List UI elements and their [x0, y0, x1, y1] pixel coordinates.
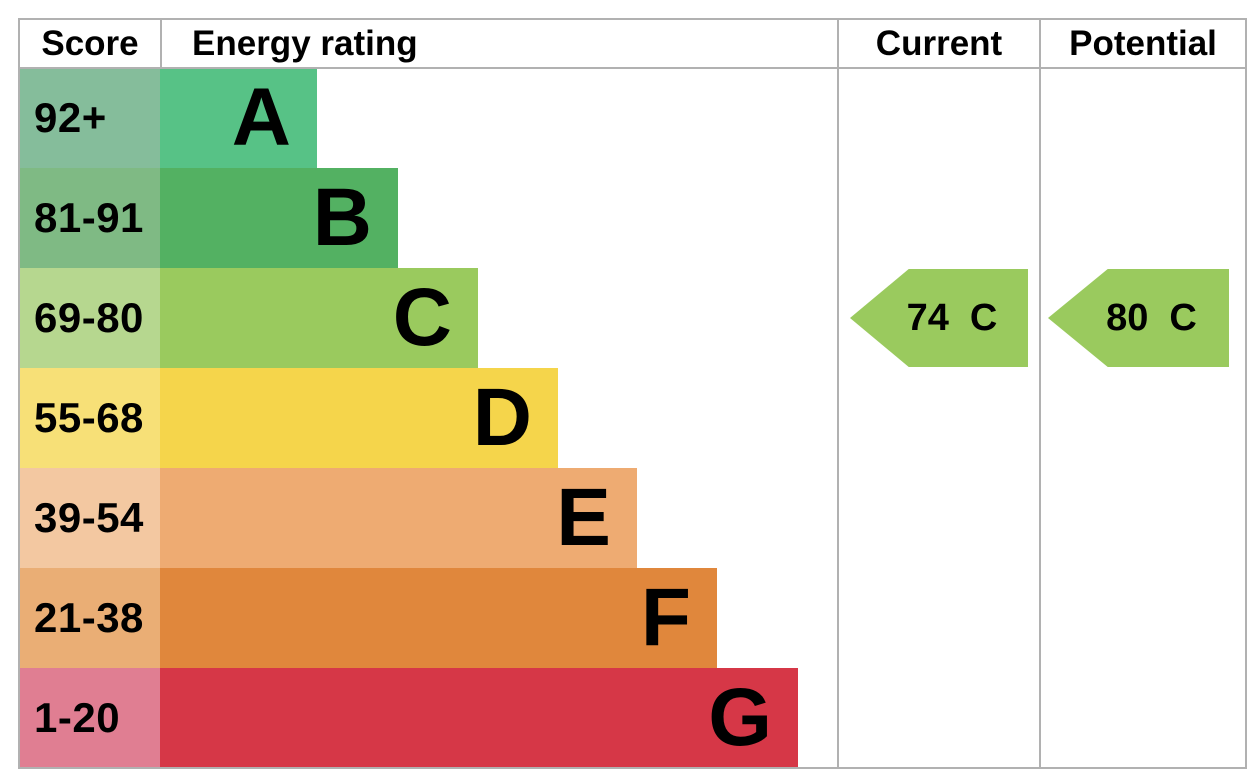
band-score-cell: 39-54: [20, 468, 160, 568]
band-letter: A: [231, 72, 291, 163]
potential-column-header: Potential: [1069, 23, 1217, 63]
band-score-range: 69-80: [34, 294, 144, 341]
table-border-top: [18, 18, 1247, 20]
band-bar: F: [160, 568, 717, 668]
band-bar: E: [160, 468, 637, 568]
table-border-left: [18, 18, 20, 769]
band-bar: C: [160, 268, 478, 368]
potential-rating-band: C: [1169, 297, 1197, 339]
band-row: 39-54 E: [20, 468, 1020, 568]
current-column-header: Current: [875, 23, 1003, 63]
band-letter: E: [556, 472, 611, 563]
energy-rating-column-header: Energy rating: [192, 23, 418, 63]
potential-rating-value: 80: [1106, 297, 1149, 339]
band-score-range: 39-54: [34, 494, 144, 541]
band-letter: D: [472, 372, 532, 463]
band-letter: F: [640, 572, 691, 663]
band-row: 55-68 D: [20, 368, 1020, 468]
band-bar: B: [160, 168, 398, 268]
score-column-divider: [160, 18, 162, 69]
current-column-divider: [837, 18, 839, 769]
band-score-cell: 69-80: [20, 268, 160, 368]
table-border-right: [1245, 18, 1247, 769]
band-score-cell: 81-91: [20, 168, 160, 268]
band-bar: D: [160, 368, 558, 468]
band-letter: G: [708, 672, 772, 763]
band-score-cell: 55-68: [20, 368, 160, 468]
band-score-range: 55-68: [34, 394, 144, 441]
potential-rating-arrow: 80 C: [1048, 269, 1229, 367]
band-score-range: 81-91: [34, 194, 144, 241]
header-divider-line: [18, 67, 1247, 69]
band-score-range: 92+: [34, 94, 107, 141]
band-bar: G: [160, 668, 798, 768]
score-column-header: Score: [41, 23, 139, 63]
potential-column-divider: [1039, 18, 1041, 769]
band-letter: C: [392, 272, 452, 363]
band-row: 21-38 F: [20, 568, 1020, 668]
band-score-range: 1-20: [34, 694, 121, 741]
band-score-cell: 21-38: [20, 568, 160, 668]
band-row: 69-80 C: [20, 268, 1020, 368]
band-letter: B: [312, 172, 372, 263]
table-border-bottom: [18, 767, 1247, 769]
band-row: 1-20 G: [20, 668, 1020, 768]
band-bar: A: [160, 68, 317, 168]
band-score-cell: 92+: [20, 68, 160, 168]
band-row: 81-91 B: [20, 168, 1020, 268]
current-rating-band: C: [969, 297, 998, 339]
band-row: 92+ A: [20, 68, 1020, 168]
band-score-cell: 1-20: [20, 668, 160, 768]
current-rating-value: 74: [906, 297, 949, 339]
band-score-range: 21-38: [34, 594, 144, 641]
